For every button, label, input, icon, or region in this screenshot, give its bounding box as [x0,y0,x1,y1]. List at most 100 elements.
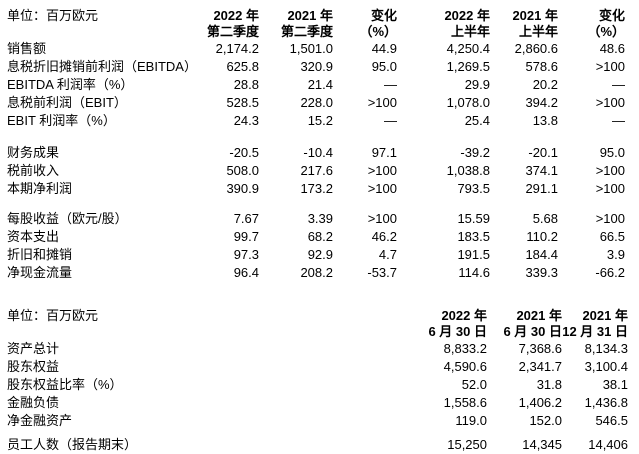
cell-value: 8,833.2 [443,341,487,356]
cell-value: >100 [367,163,397,178]
cell-value: 48.6 [599,41,625,56]
cell-value: 15.59 [457,211,490,226]
table1-group-3: 每股收益（欧元/股） 7.67 3.39 >100 15.59 5.68 >100 资本支出 9… [7,210,639,282]
table-row: 息税折旧摊销前利润（EBITDA） 625.8 320.9 95.0 1,269.5 57… [7,58,639,76]
header-line: 2021 年 [516,308,562,323]
table1-unit-label: 单位：百万欧元 [7,8,99,23]
cell-value: 1,078.0 [446,95,490,110]
header-line: 变化 [370,8,397,23]
table1-col-header-h1-2021: 2021 年 上半年 [490,8,558,40]
header-line: （%） [359,24,397,39]
row-label: EBITDA 利润率（%） [7,77,134,92]
cell-value: 528.5 [226,95,259,110]
cell-value: 191.5 [457,247,490,262]
cell-value: 99.7 [233,229,259,244]
cell-value: 119.0 [455,413,487,428]
header-line: 12 月 31 日 [562,324,628,339]
cell-value: 28.8 [233,77,259,92]
balance-sheet-table: 单位：百万欧元 2022 年 6 月 30 日 2021 年 6 月 30 日 … [7,308,639,454]
cell-value: 793.5 [457,181,490,196]
cell-value: >100 [595,95,625,110]
cell-value: 152.0 [529,413,562,428]
header-line: 2021 年 [512,8,558,23]
cell-value: 7.67 [233,211,259,226]
cell-value: >100 [595,163,625,178]
cell-value: — [612,113,625,128]
table1-col-header-change-h: 变化 （%） [558,8,625,40]
header-line: 第二季度 [206,24,259,39]
table2-group-1: 资产总计 8,833.2 7,368.6 8,134.3 股东权益 4,590.6 2,34… [7,340,639,430]
table-row: 每股收益（欧元/股） 7.67 3.39 >100 15.59 5.68 >100 [7,210,639,228]
cell-value: 1,501.0 [289,41,333,56]
table2-col-header-2022-06-30: 2022 年 6 月 30 日 [400,308,487,340]
cell-value: 8,134.3 [584,341,628,356]
cell-value: 1,269.5 [446,59,490,74]
row-label: 股东权益 [7,359,60,374]
table-row: 股东权益 4,590.6 2,341.7 3,100.4 [7,358,639,376]
table-row: 净金融资产 119.0 152.0 546.5 [7,412,639,430]
header-line: 2022 年 [441,308,487,323]
row-label: 股东权益比率（%） [7,377,123,392]
cell-value: 52.0 [461,377,487,392]
row-label: EBIT 利润率（%） [7,113,116,128]
cell-value: 2,341.7 [518,359,562,374]
cell-value: 29.9 [464,77,490,92]
cell-value: 4,590.6 [443,359,487,374]
header-line: 2022 年 [213,8,259,23]
table-row: EBITDA 利润率（%） 28.8 21.4 — 29.9 20.2 — [7,76,639,94]
cell-value: >100 [367,181,397,196]
header-line: 6 月 30 日 [503,324,562,339]
cell-value: 208.2 [300,265,333,280]
table-row: 财务成果 -20.5 -10.4 97.1 -39.2 -20.1 95.0 [7,144,639,162]
table-row: 税前收入 508.0 217.6 >100 1,038.8 374.1 >100 [7,162,639,180]
cell-value: 228.0 [300,95,333,110]
cell-value: 578.6 [525,59,558,74]
cell-value: 183.5 [457,229,490,244]
cell-value: -20.1 [528,145,558,160]
cell-value: 20.2 [532,77,558,92]
cell-value: 114.6 [458,265,490,280]
cell-value: 1,038.8 [446,163,490,178]
row-label: 净现金流量 [7,265,73,280]
cell-value: 2,860.6 [514,41,558,56]
cell-value: 95.0 [371,59,397,74]
row-label: 息税前利润（EBIT） [7,95,127,110]
header-line: 上半年 [518,24,558,39]
header-line: 6 月 30 日 [428,324,487,339]
row-label: 息税折旧摊销前利润（EBITDA） [7,59,197,74]
header-line: （%） [587,24,625,39]
cell-value: 15.2 [307,113,333,128]
cell-value: >100 [595,211,625,226]
cell-value: -66.2 [595,265,625,280]
table-row: 销售额 2,174.2 1,501.0 44.9 4,250.4 2,860.6 48.6 [7,40,639,58]
cell-value: 21.4 [307,77,333,92]
row-label: 金融负债 [7,395,60,410]
cell-value: 24.3 [233,113,259,128]
table1-body: 销售额 2,174.2 1,501.0 44.9 4,250.4 2,860.6 48.6 息… [7,40,639,282]
cell-value: 92.9 [307,247,333,262]
cell-value: 96.4 [233,265,259,280]
row-label: 资产总计 [7,341,60,356]
cell-value: 66.5 [599,229,625,244]
row-label: 折旧和摊销 [7,247,73,262]
table-row: 息税前利润（EBIT） 528.5 228.0 >100 1,078.0 394.2 >10… [7,94,639,112]
table1-group-2: 财务成果 -20.5 -10.4 97.1 -39.2 -20.1 95.0 税前收入 508.… [7,144,639,198]
cell-value: 44.9 [371,41,397,56]
table2-unit-label: 单位：百万欧元 [7,308,99,323]
cell-value: 2,174.2 [215,41,259,56]
cell-value: 1,436.8 [584,395,628,410]
cell-value: — [384,77,397,92]
cell-value: 508.0 [226,163,259,178]
cell-value: 1,406.2 [518,395,562,410]
row-label: 本期净利润 [7,181,73,196]
table1-col-header-change-q: 变化 （%） [333,8,397,40]
cell-value: 3.9 [606,247,625,262]
cell-value: 7,368.6 [518,341,562,356]
header-line: 2021 年 [582,308,628,323]
table2-header-row: 单位：百万欧元 2022 年 6 月 30 日 2021 年 6 月 30 日 … [7,308,639,340]
row-label: 销售额 [7,41,47,56]
cell-value: 13.8 [532,113,558,128]
cell-value: -20.5 [229,145,259,160]
cell-value: 15,250 [447,437,487,452]
